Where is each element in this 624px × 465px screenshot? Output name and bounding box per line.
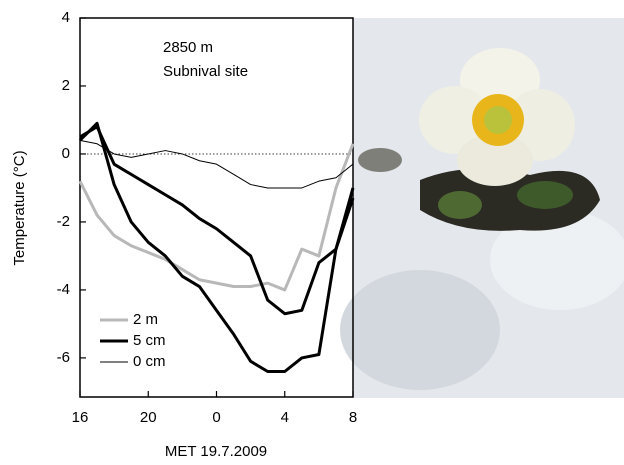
petal [419, 86, 491, 154]
annotation: Subnival site [163, 63, 248, 80]
x-axis-label: MET 19.7.2009 [165, 443, 267, 460]
y-tick-label: 2 [62, 77, 70, 94]
snow-shade [340, 270, 500, 390]
legend-label: 2 m [133, 311, 158, 328]
series-line [79, 125, 355, 316]
series-line [78, 121, 355, 374]
series-line [79, 139, 354, 189]
photo [340, 18, 624, 398]
y-tick-label: 4 [62, 9, 70, 26]
legend-label: 5 cm [133, 332, 166, 349]
x-tick-label: 8 [349, 409, 357, 426]
y-axis-label: Temperature (°C) [11, 150, 28, 265]
series-line [78, 143, 355, 292]
leaf [438, 191, 482, 219]
annotation: 2850 m [163, 39, 213, 56]
rock [358, 148, 402, 172]
x-tick-label: 4 [281, 409, 289, 426]
petal [457, 134, 533, 186]
y-tick-label: -4 [57, 281, 70, 298]
snow-highlight [490, 210, 624, 310]
y-tick-label: -2 [57, 213, 70, 230]
flower-pistil [484, 106, 512, 134]
y-tick-label: -6 [57, 349, 70, 366]
flower [419, 48, 575, 186]
leaf [517, 181, 573, 209]
x-tick-label: 16 [72, 409, 89, 426]
legend-label: 0 cm [133, 353, 166, 370]
x-tick-label: 20 [140, 409, 157, 426]
y-tick-label: 0 [62, 145, 70, 162]
x-tick-label: 0 [212, 409, 220, 426]
